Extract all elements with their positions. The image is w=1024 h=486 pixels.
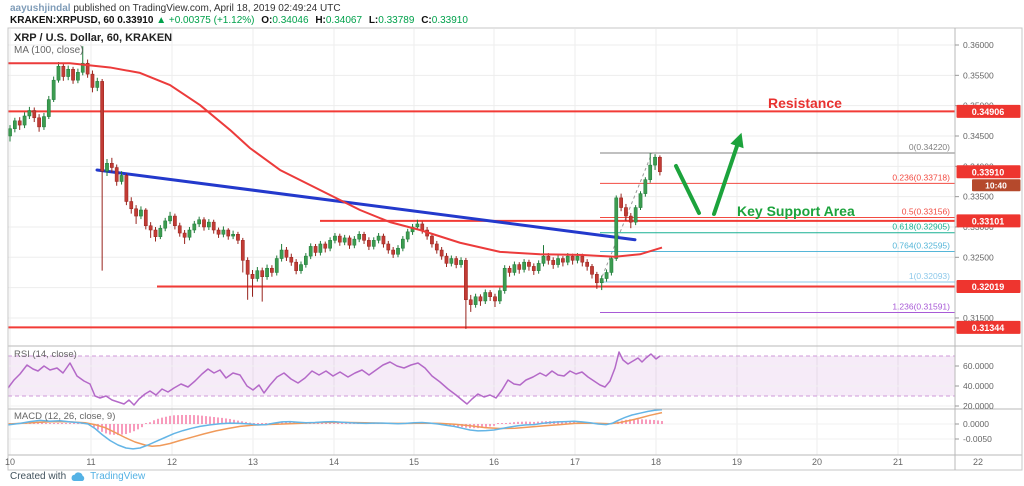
date-axis-label: 14	[329, 457, 339, 467]
price-axis-tick: 0.33500	[963, 192, 994, 202]
resistance-annotation: Resistance	[768, 95, 842, 111]
created-with-label: Created with	[10, 471, 67, 482]
close-value: 0.33910	[431, 15, 468, 26]
author-name: aayushjindal	[10, 3, 71, 14]
open-value: 0.34046	[272, 15, 309, 26]
fib-level-label: 0.618(0.32905)	[892, 222, 950, 232]
macd-axis-tick: 0.0000	[963, 419, 989, 429]
descending-trendline	[95, 168, 637, 242]
bounce-arrow-head	[730, 132, 744, 149]
low-label: L:	[368, 15, 379, 26]
price-axis-tick: 0.36000	[963, 40, 994, 50]
date-axis-label: 13	[248, 457, 258, 467]
rsi-indicator-label: RSI (14, close)	[14, 349, 77, 360]
price-axis-tick: 0.35500	[963, 70, 994, 80]
close-label: C:	[421, 15, 432, 26]
key-support-annotation: Key Support Area	[737, 203, 855, 219]
price-axis-tick: 0.32500	[963, 252, 994, 262]
chart-border	[7, 27, 1023, 471]
fib-level-label: 0.764(0.32595)	[892, 241, 950, 251]
rsi-band	[8, 356, 955, 396]
bounce-arrow-shaft	[712, 144, 739, 216]
date-axis-label: 16	[489, 457, 499, 467]
date-axis-label: 21	[893, 457, 903, 467]
price-badge	[956, 320, 1021, 334]
date-axis-label: 11	[86, 457, 95, 467]
fib-level-label: 0(0.34220)	[909, 142, 950, 152]
bar-countdown-label: 10:40	[985, 180, 1007, 190]
candlestick-series	[8, 46, 662, 329]
price-badge	[956, 104, 1021, 118]
price-badge-label: 0.34906	[972, 107, 1005, 117]
fib-level-label: 1(0.32093)	[909, 271, 950, 281]
date-axis-label: 10	[5, 457, 15, 467]
price-badge	[956, 279, 1021, 293]
byline-text: published on TradingView.com, April 18, …	[70, 3, 341, 14]
date-axis-label: 17	[570, 457, 580, 467]
macd-line	[7, 408, 663, 450]
price-axis-tick: 0.31500	[963, 313, 994, 323]
ma-indicator-label: MA (100, close)	[14, 45, 84, 56]
macd-indicator-label: MACD (12, 26, close, 9)	[14, 411, 116, 422]
date-axis-label: 22	[973, 457, 983, 467]
byline: aayushjindal published on TradingView.co…	[10, 3, 341, 14]
rsi-axis-tick: 40.0000	[963, 381, 994, 391]
quote-bar: KRAKEN:XRPUSD, 60 0.33910 ▲ +0.00375 (+1…	[10, 15, 468, 26]
rsi-axis-tick: 60.0000	[963, 361, 994, 371]
rsi-line	[7, 351, 661, 406]
fib-level-label: 0.236(0.33718)	[892, 172, 950, 182]
fib-level-label: 1.236(0.31591)	[892, 301, 950, 311]
fib-level-label: 0.5(0.33156)	[902, 207, 950, 217]
low-value: 0.33789	[378, 15, 415, 26]
price-badge-label: 0.33910	[972, 167, 1005, 177]
last-price: 0.33910	[117, 15, 154, 26]
price-badge-label: 0.33101	[972, 216, 1005, 226]
fib-baseline	[599, 152, 653, 283]
date-axis-label: 20	[812, 457, 822, 467]
date-axis-label: 18	[651, 457, 661, 467]
chart-title: XRP / U.S. Dollar, 60, KRAKEN	[14, 32, 173, 44]
pullback-stroke	[674, 164, 701, 215]
price-badge-label: 0.31344	[972, 323, 1005, 333]
ma-100-line	[8, 62, 663, 258]
high-label: H:	[315, 15, 326, 26]
high-value: 0.34067	[325, 15, 363, 26]
macd-axis-tick: -0.0050	[963, 434, 992, 444]
bar-countdown-badge	[972, 179, 1021, 192]
price-change: ▲ +0.00375 (+1.12%)	[156, 15, 255, 26]
date-axis-label: 15	[409, 457, 419, 467]
price-badge	[956, 165, 1021, 179]
price-badge	[956, 214, 1021, 228]
rsi-axis-tick: 20.0000	[963, 401, 994, 411]
price-axis-tick: 0.34500	[963, 131, 994, 141]
symbol-label: KRAKEN:XRPUSD, 60	[10, 15, 115, 26]
open-label: O:	[261, 15, 273, 26]
price-badge-label: 0.32019	[972, 282, 1005, 292]
date-axis-label: 12	[167, 457, 177, 467]
footer: Created with TradingView	[10, 471, 145, 482]
date-axis-label: 19	[732, 457, 742, 467]
tradingview-logo-icon	[71, 472, 85, 481]
tradingview-brand-label: TradingView	[90, 471, 146, 482]
